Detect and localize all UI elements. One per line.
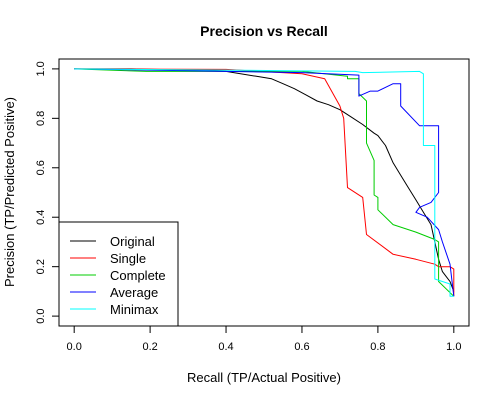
x-tick-label: 0.6 — [294, 341, 309, 353]
legend-label-complete: Complete — [110, 268, 166, 283]
y-tick-label: 0.6 — [35, 160, 47, 175]
y-tick-label: 0.4 — [35, 210, 47, 225]
legend-label-average: Average — [110, 285, 158, 300]
legend-label-minimax: Minimax — [110, 302, 159, 317]
legend-label-single: Single — [110, 251, 146, 266]
x-tick-label: 0.8 — [370, 341, 385, 353]
y-tick-label: 0.2 — [35, 259, 47, 274]
series-line-original — [74, 68, 455, 292]
plot-area-frame — [58, 58, 470, 327]
chart-title: Precision vs Recall — [200, 23, 328, 39]
y-axis-label: Precision (TP/Predicted Positive) — [2, 97, 17, 287]
x-tick-label: 0.0 — [67, 341, 82, 353]
axis-ticks: 0.0 0.2 0.4 0.6 0.8 1.0 0.0 0.2 0.4 0.6 0.8 1.0 — [35, 61, 462, 353]
legend-label-original: Original — [110, 234, 155, 249]
x-tick-label: 0.4 — [218, 341, 233, 353]
x-axis-label: Recall (TP/Actual Positive) — [187, 370, 341, 385]
y-tick-label: 0.0 — [35, 308, 47, 323]
series-line-complete — [74, 68, 455, 297]
y-tick-label: 0.8 — [35, 111, 47, 126]
y-tick-label: 1.0 — [35, 61, 47, 76]
x-tick-label: 1.0 — [446, 341, 461, 353]
x-tick-label: 0.2 — [142, 341, 157, 353]
series-lines — [74, 68, 455, 297]
series-line-minimax — [74, 68, 454, 297]
legend: Original Single Complete Average Minimax — [58, 221, 179, 327]
series-line-single — [74, 68, 455, 297]
